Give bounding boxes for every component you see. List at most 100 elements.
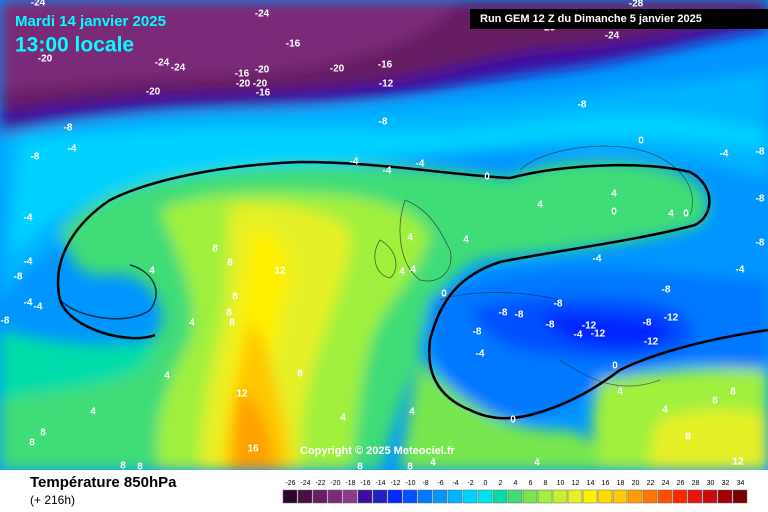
contour-label: -8	[546, 320, 555, 331]
scale-label: 30	[707, 480, 715, 487]
temperature-map: -24-24-24-28-20-20-24-24-16-16-20-20-20-…	[0, 0, 768, 473]
contour-label: -28	[629, 0, 644, 10]
contour-label: 8	[685, 432, 691, 443]
contour-label: 8	[730, 387, 736, 398]
scale-label: 32	[722, 480, 730, 487]
contour-label: -8	[643, 318, 652, 329]
contour-label: -20	[146, 87, 161, 98]
contour-label: -24	[605, 31, 620, 42]
forecast-date: Mardi 14 janvier 2025	[15, 13, 166, 30]
scale-swatch	[372, 489, 388, 504]
contour-label: 8	[232, 292, 238, 303]
contour-label: -4	[350, 157, 359, 168]
contour-label: -12	[591, 329, 606, 340]
contour-label: -4	[383, 166, 392, 177]
contour-label: 4	[668, 209, 674, 220]
contour-label: 0	[510, 415, 516, 426]
contour-label: 0	[441, 289, 447, 300]
scale-label: -14	[375, 480, 385, 487]
scale-swatch	[642, 489, 658, 504]
contour-label: 8	[712, 396, 718, 407]
contour-label: 8	[229, 318, 235, 329]
contour-label: 4	[410, 265, 416, 276]
scale-label: 26	[677, 480, 685, 487]
scale-swatch	[402, 489, 418, 504]
run-info: Run GEM 12 Z du Dimanche 5 janvier 2025	[480, 13, 702, 25]
contour-label: 4	[430, 458, 436, 469]
contour-label: -8	[499, 308, 508, 319]
scale-label: -8	[422, 480, 428, 487]
contour-label: -4	[574, 330, 583, 341]
contour-label: -20	[253, 79, 268, 90]
contour-label: 12	[732, 457, 744, 468]
contour-label: -20	[38, 54, 53, 65]
contour-label: -4	[34, 302, 43, 313]
contour-labels: -24-24-24-28-20-20-24-24-16-16-20-20-20-…	[1, 0, 765, 473]
contour-label: 8	[297, 369, 303, 380]
copyright: Copyright © 2025 Meteociel.fr	[300, 445, 456, 457]
scale-label: 22	[647, 480, 655, 487]
scale-swatch	[447, 489, 463, 504]
contour-label: -8	[31, 152, 40, 163]
scale-label: 14	[587, 480, 595, 487]
scale-label: 8	[544, 480, 548, 487]
scale-swatch	[717, 489, 733, 504]
contour-label: 0	[612, 361, 618, 372]
contour-label: -4	[736, 265, 745, 276]
contour-label: 16	[247, 444, 259, 455]
contour-label: 0	[484, 172, 490, 183]
contour-label: 4	[399, 267, 405, 278]
contour-label: -4	[24, 213, 33, 224]
contour-label: -24	[31, 0, 46, 9]
scale-swatch	[687, 489, 703, 504]
forecast-time: 13:00 locale	[15, 34, 134, 57]
scale-swatch	[582, 489, 598, 504]
scale-label: -12	[390, 480, 400, 487]
contour-label: 8	[29, 438, 35, 449]
contour-label: 4	[463, 235, 469, 246]
contour-label: -12	[379, 79, 394, 90]
scale-swatch	[702, 489, 718, 504]
scale-label: -22	[315, 480, 325, 487]
scale-swatch	[627, 489, 643, 504]
scale-label: -16	[360, 480, 370, 487]
contour-label: 4	[407, 233, 413, 244]
contour-label: 8	[226, 308, 232, 319]
scale-label: 10	[557, 480, 565, 487]
contour-label: -8	[515, 310, 524, 321]
scale-swatch	[612, 489, 628, 504]
contour-label: -8	[1, 316, 10, 327]
contour-label: 12	[274, 266, 286, 277]
contour-label: 12	[236, 389, 248, 400]
contour-label: -20	[236, 79, 251, 90]
contour-label: -8	[756, 147, 765, 158]
scale-swatch	[282, 489, 298, 504]
scale-swatch	[657, 489, 673, 504]
scale-label: 12	[572, 480, 580, 487]
scale-label: 4	[514, 480, 518, 487]
scale-label: 20	[632, 480, 640, 487]
contour-label: 8	[137, 462, 143, 473]
scale-label: 2	[499, 480, 503, 487]
contour-label: 4	[537, 200, 543, 211]
scale-swatch	[357, 489, 373, 504]
scale-label: -6	[437, 480, 443, 487]
contour-label: 4	[409, 407, 415, 418]
scale-label: 16	[602, 480, 610, 487]
contour-label: -8	[14, 272, 23, 283]
scale-label: -24	[300, 480, 310, 487]
scale-label: -10	[405, 480, 415, 487]
contour-label: 4	[189, 318, 195, 329]
contour-label: -20	[330, 64, 345, 75]
color-scale: -26 -24 -22 -20 -18 -16 -14 -12 -10 -8 -6 -4 -2 0 2 4 6 8…	[282, 480, 748, 504]
contour-label: 0	[611, 207, 617, 218]
scale-label: -2	[467, 480, 473, 487]
contour-label: -4	[593, 254, 602, 265]
scale-label: 6	[529, 480, 533, 487]
contour-label: 8	[407, 462, 413, 473]
scale-swatch	[342, 489, 358, 504]
scale-swatch	[417, 489, 433, 504]
contour-label: -16	[235, 69, 250, 80]
scale-swatch	[432, 489, 448, 504]
contour-label: -8	[756, 194, 765, 205]
